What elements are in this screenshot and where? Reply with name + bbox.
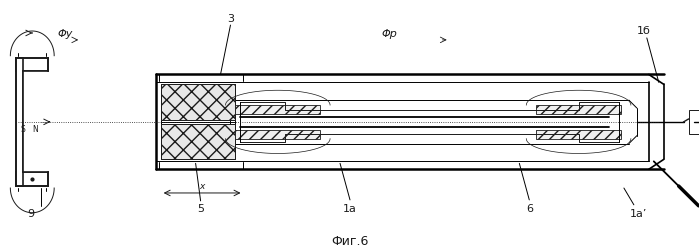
Bar — [161, 85, 235, 120]
Bar — [16, 58, 23, 186]
Text: 9: 9 — [28, 208, 35, 218]
Bar — [536, 106, 621, 114]
Text: 5: 5 — [197, 203, 204, 213]
Text: 1а’: 1а’ — [630, 208, 648, 218]
Text: 1а: 1а — [343, 203, 357, 213]
Bar — [16, 172, 48, 186]
Text: N: N — [32, 124, 38, 133]
Text: S: S — [20, 124, 25, 133]
Bar — [16, 58, 48, 72]
Bar — [235, 106, 320, 114]
Bar — [235, 130, 320, 139]
Bar — [536, 130, 621, 139]
Bar — [161, 124, 235, 160]
Text: Φу: Φу — [57, 29, 73, 39]
Text: 1б: 1б — [637, 26, 651, 36]
Text: Фиг.6: Фиг.6 — [331, 234, 369, 247]
Bar — [23, 72, 48, 172]
Text: Φр: Φр — [382, 29, 398, 39]
Text: 3: 3 — [227, 14, 234, 24]
Text: 6: 6 — [526, 203, 533, 213]
Bar — [689, 110, 700, 134]
Text: x: x — [199, 181, 205, 190]
